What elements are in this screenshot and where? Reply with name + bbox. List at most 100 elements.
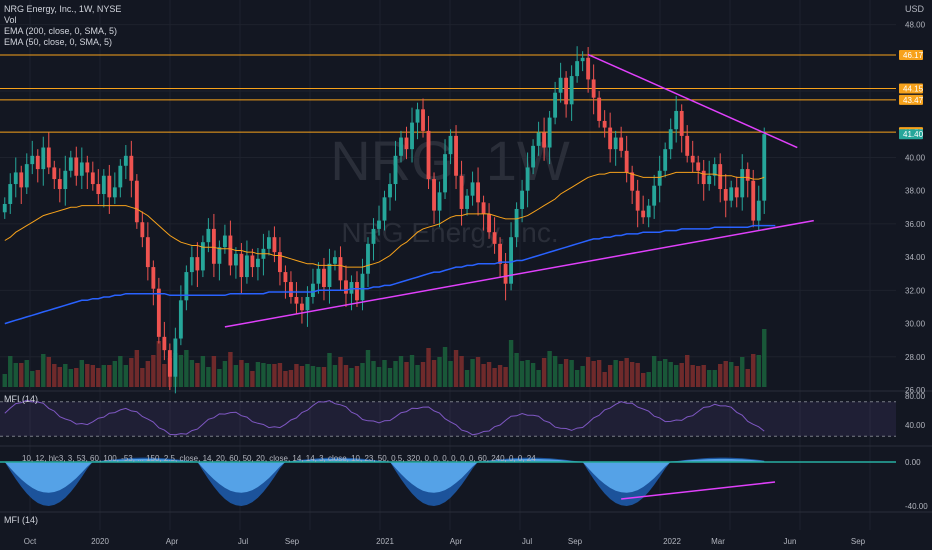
oscillator-params: 10, 12, hlc3, 3, 53, 60, 100, -53, ... 1… <box>22 454 536 463</box>
volume-bar <box>585 357 591 387</box>
candle-body <box>723 189 728 201</box>
candle-body <box>344 280 348 294</box>
volume-bar <box>200 356 206 387</box>
volume-bar <box>651 356 657 387</box>
volume-bar <box>310 366 316 387</box>
candle-body <box>756 200 761 221</box>
mfi-tick-label: 40.00 <box>905 421 926 430</box>
candle-body <box>63 170 68 190</box>
candle-body <box>355 282 359 301</box>
price-axis[interactable]: 48.00 40.00 38.00 36.00 34.00 32.00 30.00 28.00… <box>899 21 928 511</box>
candle-body <box>68 157 73 171</box>
candle-body <box>415 109 420 123</box>
mfi-bottom-label[interactable]: MFI (14) <box>4 515 39 525</box>
volume-bars <box>2 329 767 387</box>
volume-bar <box>288 370 294 387</box>
candle-body <box>90 172 95 185</box>
volume-bar <box>305 364 310 387</box>
volume-bar <box>635 363 640 387</box>
volume-bar <box>729 362 734 387</box>
volume-bar <box>387 368 393 387</box>
volume-bar <box>503 367 508 387</box>
volume-bar <box>68 369 73 387</box>
candle-body <box>619 137 624 151</box>
volume-bar <box>712 370 717 387</box>
time-axis[interactable]: Oct 2020 Apr Jul Sep 2021 Apr Jul Sep 2022 Mar Jun S… <box>24 537 866 546</box>
candle-body <box>498 243 503 264</box>
candle-body <box>525 167 530 191</box>
volume-bar <box>415 365 420 387</box>
volume-bar <box>343 365 349 387</box>
candle-body <box>580 57 585 62</box>
candle-body <box>509 237 514 284</box>
candle-body <box>437 192 442 211</box>
candle-body <box>217 247 222 264</box>
volume-bar <box>354 366 360 387</box>
candle-body <box>222 235 227 248</box>
volume-bar <box>393 361 398 387</box>
volume-bar <box>464 370 470 387</box>
symbol-title[interactable]: NRG Energy, Inc., 1W, NYSE <box>4 4 122 14</box>
volume-bar <box>525 360 530 387</box>
volume-bar <box>338 357 343 387</box>
ema200-label[interactable]: EMA (200, close, 0, SMA, 5) <box>4 26 118 36</box>
volume-bar <box>272 364 277 387</box>
candle-body <box>112 187 117 198</box>
price-label-badge <box>899 129 923 140</box>
volume-bar <box>662 359 668 387</box>
volume-bar <box>569 360 574 387</box>
volume-bar <box>646 372 651 387</box>
volume-bar <box>508 340 514 387</box>
volume-bar <box>112 361 118 387</box>
volume-bar <box>299 366 305 387</box>
price-label-text: 43.47 <box>903 96 924 105</box>
candle-body <box>2 203 7 213</box>
volume-bar <box>184 350 189 387</box>
volume-bar <box>189 360 195 387</box>
price-tick-label: 36.00 <box>905 220 926 229</box>
candle-body <box>602 120 607 128</box>
volume-bar <box>222 361 228 387</box>
volume-bar <box>420 362 426 387</box>
time-tick-label: Oct <box>24 537 37 546</box>
price-tick-label: 28.00 <box>905 353 926 362</box>
vol-label[interactable]: Vol <box>4 15 17 25</box>
candle-body <box>470 182 475 196</box>
time-tick-label: Apr <box>166 537 179 546</box>
volume-bar <box>349 368 354 387</box>
volume-bar <box>718 364 723 387</box>
candle-body <box>250 255 255 268</box>
ema50-label[interactable]: EMA (50, close, 0, SMA, 5) <box>4 37 113 47</box>
candle-body <box>195 257 200 271</box>
mfi-top-label[interactable]: MFI (14) <box>4 394 39 404</box>
volume-bar <box>497 365 503 387</box>
candle-body <box>663 149 668 171</box>
candle-body <box>492 232 497 244</box>
volume-bar <box>332 365 338 387</box>
volume-bar <box>266 364 272 387</box>
candle-body <box>685 135 690 156</box>
candle-body <box>19 172 24 188</box>
candle-body <box>740 169 745 198</box>
trendlines <box>224 53 814 328</box>
volume-bar <box>404 362 409 387</box>
osc-trendline <box>621 481 776 500</box>
candle-body <box>443 154 447 193</box>
candle-body <box>399 137 403 156</box>
candle-body <box>294 296 299 304</box>
volume-bar <box>365 350 371 387</box>
price-label-text: 41.40 <box>903 130 924 139</box>
candle-body <box>476 182 480 203</box>
candle-body <box>432 179 436 211</box>
candle-body <box>206 228 211 243</box>
candle-body <box>410 122 414 150</box>
volume-bar <box>762 329 767 387</box>
volume-bar <box>360 363 365 387</box>
volume-bar <box>294 364 299 387</box>
candle-body <box>107 175 112 198</box>
volume-bar <box>657 361 662 387</box>
volume-bar <box>52 364 57 387</box>
candle-body <box>652 185 657 206</box>
candle-body <box>338 257 343 281</box>
